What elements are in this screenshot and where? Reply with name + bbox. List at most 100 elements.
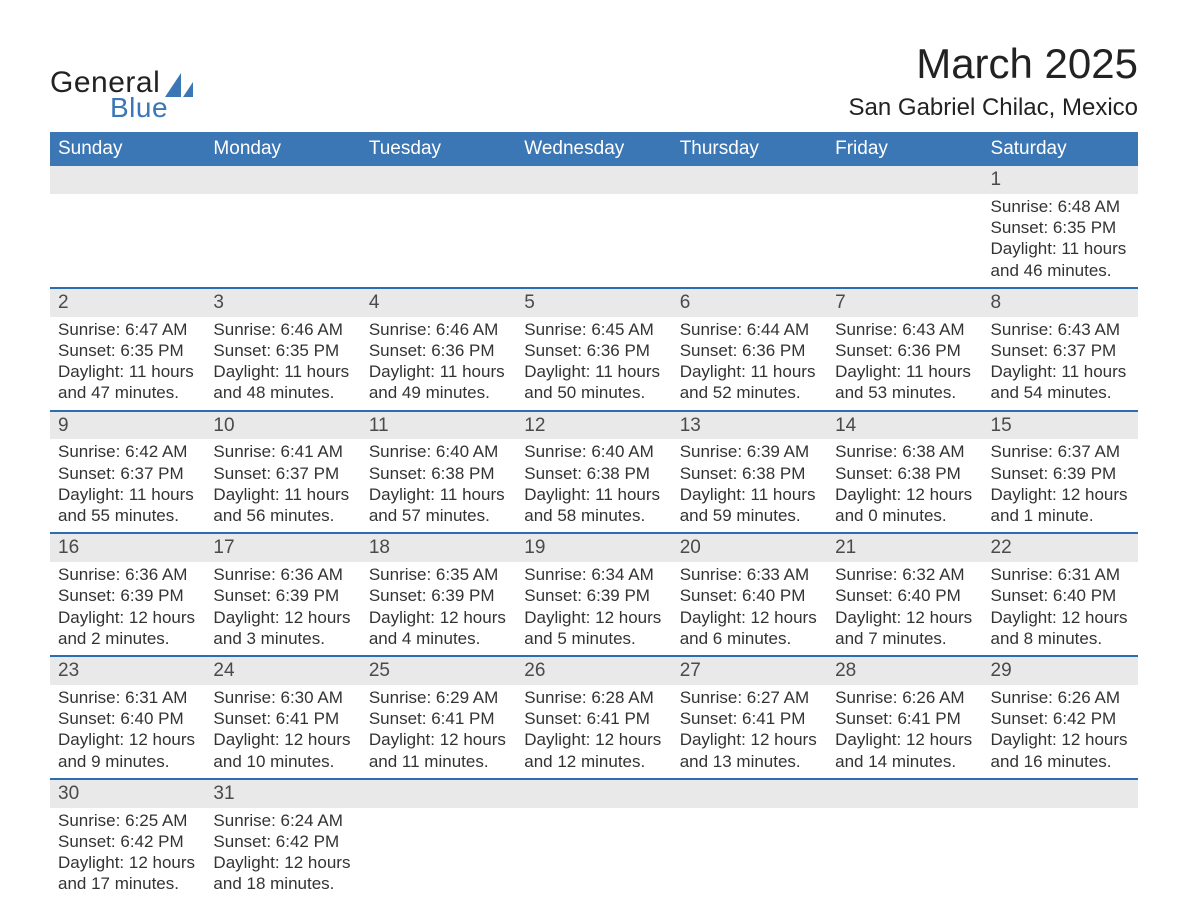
sunset-text: Sunset: 6:39 PM [524,585,663,606]
sunset-text: Sunset: 6:35 PM [213,340,352,361]
weekday-header: Sunday [50,132,205,166]
day-number: 2 [50,289,205,317]
calendar-cell [516,166,671,288]
sunrise-text: Sunrise: 6:44 AM [680,319,819,340]
calendar-cell [827,166,982,288]
calendar-week-row: 9Sunrise: 6:42 AMSunset: 6:37 PMDaylight… [50,411,1138,534]
sunset-text: Sunset: 6:36 PM [835,340,974,361]
sunrise-text: Sunrise: 6:24 AM [213,810,352,831]
calendar-week-row: 23Sunrise: 6:31 AMSunset: 6:40 PMDayligh… [50,656,1138,779]
sunrise-text: Sunrise: 6:47 AM [58,319,197,340]
sunrise-text: Sunrise: 6:32 AM [835,564,974,585]
sunrise-text: Sunrise: 6:46 AM [369,319,508,340]
sunset-text: Sunset: 6:36 PM [369,340,508,361]
day-number: 7 [827,289,982,317]
day-number: 8 [983,289,1138,317]
page-title: March 2025 [849,40,1138,88]
daylight-text: Daylight: 12 hours and 6 minutes. [680,607,819,650]
day-body: Sunrise: 6:32 AMSunset: 6:40 PMDaylight:… [827,562,982,655]
day-number: 6 [672,289,827,317]
calendar-cell: 12Sunrise: 6:40 AMSunset: 6:38 PMDayligh… [516,411,671,534]
calendar-cell [361,779,516,901]
day-body: Sunrise: 6:35 AMSunset: 6:39 PMDaylight:… [361,562,516,655]
daylight-text: Daylight: 12 hours and 16 minutes. [991,729,1130,772]
sunrise-text: Sunrise: 6:48 AM [991,196,1130,217]
day-number: 4 [361,289,516,317]
sunrise-text: Sunrise: 6:43 AM [991,319,1130,340]
sunrise-text: Sunrise: 6:40 AM [524,441,663,462]
calendar-cell: 19Sunrise: 6:34 AMSunset: 6:39 PMDayligh… [516,533,671,656]
sunset-text: Sunset: 6:41 PM [680,708,819,729]
sunrise-text: Sunrise: 6:37 AM [991,441,1130,462]
day-body: Sunrise: 6:47 AMSunset: 6:35 PMDaylight:… [50,317,205,410]
day-body [827,194,982,214]
day-number: 9 [50,412,205,440]
day-number: 13 [672,412,827,440]
day-number: 22 [983,534,1138,562]
calendar-cell: 23Sunrise: 6:31 AMSunset: 6:40 PMDayligh… [50,656,205,779]
sunset-text: Sunset: 6:38 PM [369,463,508,484]
day-body: Sunrise: 6:40 AMSunset: 6:38 PMDaylight:… [361,439,516,532]
day-number: 15 [983,412,1138,440]
calendar-week-row: 16Sunrise: 6:36 AMSunset: 6:39 PMDayligh… [50,533,1138,656]
sunset-text: Sunset: 6:41 PM [835,708,974,729]
daylight-text: Daylight: 12 hours and 17 minutes. [58,852,197,895]
day-number: 26 [516,657,671,685]
logo-word2: Blue [110,94,194,122]
day-body [672,808,827,828]
sunrise-text: Sunrise: 6:30 AM [213,687,352,708]
daylight-text: Daylight: 11 hours and 58 minutes. [524,484,663,527]
day-number: 31 [205,780,360,808]
day-body: Sunrise: 6:27 AMSunset: 6:41 PMDaylight:… [672,685,827,778]
daylight-text: Daylight: 12 hours and 8 minutes. [991,607,1130,650]
daylight-text: Daylight: 11 hours and 47 minutes. [58,361,197,404]
day-number: 5 [516,289,671,317]
day-number: 23 [50,657,205,685]
daylight-text: Daylight: 11 hours and 52 minutes. [680,361,819,404]
day-number: 16 [50,534,205,562]
day-number: 11 [361,412,516,440]
day-body: Sunrise: 6:43 AMSunset: 6:36 PMDaylight:… [827,317,982,410]
daylight-text: Daylight: 11 hours and 56 minutes. [213,484,352,527]
day-body: Sunrise: 6:43 AMSunset: 6:37 PMDaylight:… [983,317,1138,410]
header: General Blue March 2025 San Gabriel Chil… [50,40,1138,122]
calendar-cell: 8Sunrise: 6:43 AMSunset: 6:37 PMDaylight… [983,288,1138,411]
day-number [361,166,516,194]
day-number [516,780,671,808]
calendar-cell [361,166,516,288]
day-number: 14 [827,412,982,440]
logo: General Blue [50,48,194,122]
weekday-header: Tuesday [361,132,516,166]
sunset-text: Sunset: 6:42 PM [991,708,1130,729]
calendar-cell: 3Sunrise: 6:46 AMSunset: 6:35 PMDaylight… [205,288,360,411]
sunrise-text: Sunrise: 6:43 AM [835,319,974,340]
sunset-text: Sunset: 6:40 PM [680,585,819,606]
sunset-text: Sunset: 6:38 PM [524,463,663,484]
calendar-cell: 9Sunrise: 6:42 AMSunset: 6:37 PMDaylight… [50,411,205,534]
calendar-cell: 7Sunrise: 6:43 AMSunset: 6:36 PMDaylight… [827,288,982,411]
daylight-text: Daylight: 11 hours and 54 minutes. [991,361,1130,404]
calendar-cell [205,166,360,288]
daylight-text: Daylight: 11 hours and 55 minutes. [58,484,197,527]
sunrise-text: Sunrise: 6:29 AM [369,687,508,708]
daylight-text: Daylight: 12 hours and 12 minutes. [524,729,663,772]
page-subtitle: San Gabriel Chilac, Mexico [849,94,1138,122]
sunset-text: Sunset: 6:35 PM [58,340,197,361]
day-number [672,166,827,194]
day-number [361,780,516,808]
sunset-text: Sunset: 6:42 PM [213,831,352,852]
calendar-cell: 2Sunrise: 6:47 AMSunset: 6:35 PMDaylight… [50,288,205,411]
daylight-text: Daylight: 11 hours and 57 minutes. [369,484,508,527]
daylight-text: Daylight: 12 hours and 4 minutes. [369,607,508,650]
weekday-header-row: Sunday Monday Tuesday Wednesday Thursday… [50,132,1138,166]
calendar-table: Sunday Monday Tuesday Wednesday Thursday… [50,132,1138,901]
day-body: Sunrise: 6:24 AMSunset: 6:42 PMDaylight:… [205,808,360,901]
day-body: Sunrise: 6:40 AMSunset: 6:38 PMDaylight:… [516,439,671,532]
calendar-cell: 5Sunrise: 6:45 AMSunset: 6:36 PMDaylight… [516,288,671,411]
calendar-cell [50,166,205,288]
calendar-cell: 27Sunrise: 6:27 AMSunset: 6:41 PMDayligh… [672,656,827,779]
sunrise-text: Sunrise: 6:41 AM [213,441,352,462]
sunset-text: Sunset: 6:39 PM [991,463,1130,484]
day-body: Sunrise: 6:36 AMSunset: 6:39 PMDaylight:… [205,562,360,655]
day-body: Sunrise: 6:46 AMSunset: 6:36 PMDaylight:… [361,317,516,410]
